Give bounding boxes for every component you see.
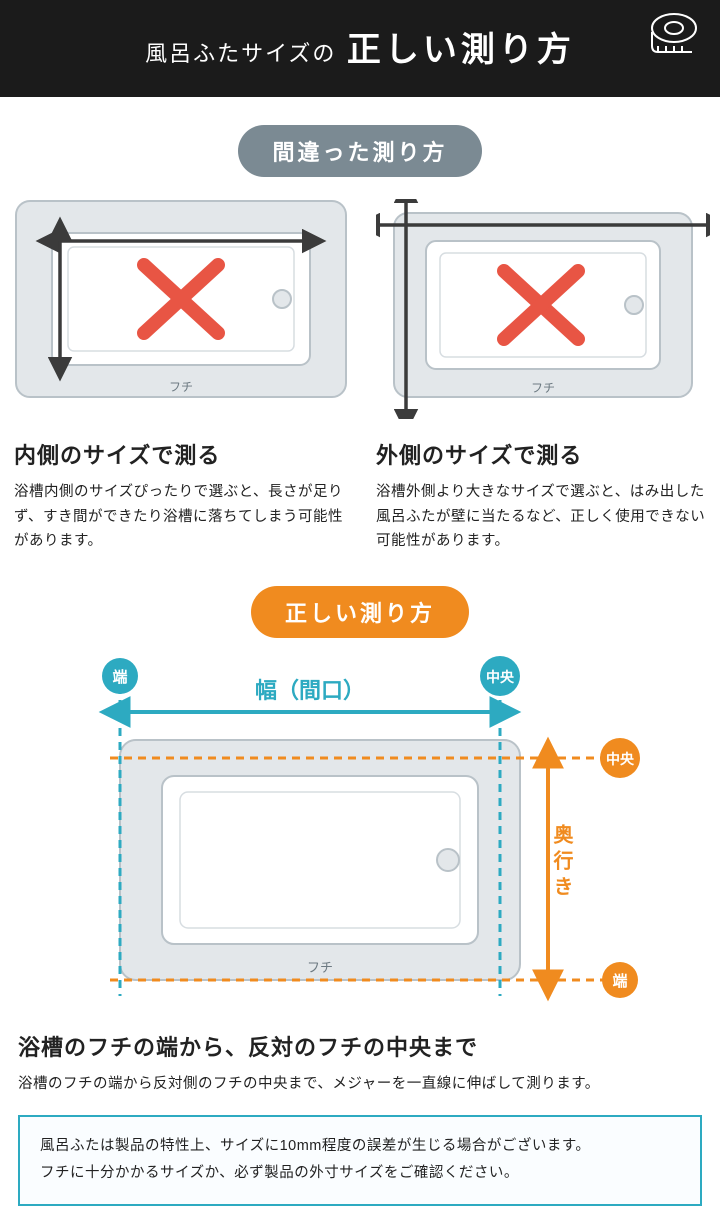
correct-method-pill: 正しい測り方: [251, 586, 469, 638]
wrong-inner-title: 内側のサイズで測る: [14, 438, 348, 470]
note-line-2: フチに十分かかるサイズか、必ず製品の外寸サイズをご確認ください。: [40, 1160, 680, 1188]
svg-text:端: 端: [112, 668, 127, 686]
wrong-outer-title: 外側のサイズで測る: [376, 438, 710, 470]
depth-label: 奥行き: [547, 824, 576, 902]
wrong-inner-diagram: フチ: [14, 199, 348, 424]
note-box: 風呂ふたは製品の特性上、サイズに10mm程度の誤差が生じる場合がございます。 フ…: [18, 1115, 702, 1206]
svg-text:フチ: フチ: [169, 380, 193, 394]
wrong-inner-para: 浴槽内側のサイズぴったりで選ぶと、長さが足りず、すき間ができたり浴槽に落ちてしま…: [14, 480, 348, 554]
svg-text:中央: 中央: [606, 751, 635, 767]
wrong-pill-row: 間違った測り方: [0, 125, 720, 177]
note-line-1: 風呂ふたは製品の特性上、サイズに10mm程度の誤差が生じる場合がございます。: [40, 1133, 680, 1161]
header-banner: 風呂ふたサイズの 正しい測り方: [0, 0, 720, 97]
correct-para: 浴槽のフチの端から反対側のフチの中央まで、メジャーを一直線に伸ばして測ります。: [18, 1072, 702, 1097]
wrong-outer-para: 浴槽外側より大きなサイズで選ぶと、はみ出した風呂ふたが壁に当たるなど、正しく使用…: [376, 480, 710, 554]
svg-text:端: 端: [612, 972, 627, 990]
wrong-methods-row: フチ 内側のサイズで測る 浴槽内側のサイズぴったりで選ぶと、長さが足りず、すき間…: [0, 199, 720, 554]
svg-text:幅（間口）: 幅（間口）: [255, 678, 365, 703]
wrong-outer-col: フチ 外側のサイズで測る 浴槽外側より大きなサイズで選ぶと、はみ出した風呂ふたが…: [376, 199, 710, 554]
svg-text:中央: 中央: [486, 669, 515, 685]
header-small: 風呂ふたサイズの: [145, 41, 336, 66]
correct-pill-row: 正しい測り方: [0, 586, 720, 638]
wrong-outer-diagram: フチ: [376, 199, 710, 424]
svg-text:フチ: フチ: [531, 381, 555, 395]
header-big: 正しい測り方: [347, 31, 575, 69]
measuring-tape-icon: [638, 6, 708, 66]
correct-diagram-wrap: フチ 幅（間口） 端 中央 中央 端 奥行き: [80, 656, 640, 1016]
correct-title: 浴槽のフチの端から、反対のフチの中央まで: [18, 1030, 702, 1062]
svg-text:フチ: フチ: [307, 960, 333, 975]
wrong-inner-col: フチ 内側のサイズで測る 浴槽内側のサイズぴったりで選ぶと、長さが足りず、すき間…: [14, 199, 348, 554]
wrong-method-pill: 間違った測り方: [238, 125, 481, 177]
